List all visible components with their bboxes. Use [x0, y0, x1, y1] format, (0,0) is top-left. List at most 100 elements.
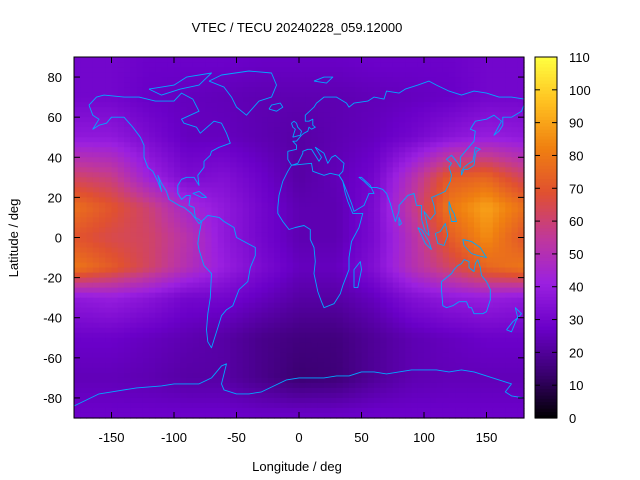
heatmap-cell [424, 397, 431, 404]
heatmap-cell [136, 362, 144, 369]
heatmap-cell [311, 92, 319, 98]
heatmap-cell [374, 287, 381, 294]
heatmap-cell [280, 362, 288, 369]
heatmap-cell [205, 122, 213, 128]
heatmap-cell [130, 272, 138, 279]
heatmap-cell [467, 227, 475, 234]
heatmap-cell [424, 197, 431, 203]
heatmap-cell [92, 367, 100, 374]
heatmap-cell [105, 292, 113, 299]
heatmap-cell [511, 337, 519, 344]
heatmap-cell [255, 87, 263, 93]
heatmap-cell [455, 207, 463, 214]
heatmap-cell [92, 397, 100, 404]
heatmap-cell [486, 97, 494, 103]
heatmap-cell [261, 377, 269, 384]
heatmap-cell [136, 132, 144, 138]
heatmap-cell [261, 157, 269, 163]
heatmap-cell [455, 172, 463, 178]
heatmap-cell [374, 122, 381, 128]
heatmap-cell [142, 202, 150, 209]
heatmap-cell [136, 127, 144, 133]
heatmap-cell [192, 377, 200, 384]
heatmap-cell [311, 272, 319, 279]
heatmap-cell [374, 352, 381, 359]
heatmap-cell [499, 282, 506, 289]
heatmap-cell [249, 377, 256, 384]
heatmap-cell [249, 237, 256, 244]
heatmap-cell [205, 147, 213, 153]
heatmap-cell [211, 322, 219, 329]
heatmap-cell [80, 122, 88, 128]
heatmap-cell [305, 107, 313, 113]
heatmap-cell [199, 267, 206, 274]
heatmap-cell [117, 142, 125, 148]
heatmap-cell [99, 137, 106, 143]
heatmap-cell [486, 137, 494, 143]
heatmap-cell [86, 202, 94, 209]
heatmap-cell [436, 352, 444, 359]
heatmap-cell [511, 67, 519, 73]
heatmap-cell [305, 177, 313, 183]
heatmap-cell [449, 197, 456, 203]
heatmap-cell [330, 62, 338, 68]
heatmap-cell [449, 62, 456, 68]
heatmap-cell [267, 157, 275, 163]
heatmap-cell [299, 317, 306, 324]
heatmap-cell [299, 297, 306, 304]
heatmap-cell [317, 137, 325, 143]
heatmap-cell [86, 342, 94, 349]
heatmap-cell [355, 227, 363, 234]
heatmap-cell [86, 207, 94, 214]
heatmap-cell [161, 87, 169, 93]
heatmap-cell [174, 342, 181, 349]
heatmap-cell [367, 212, 375, 219]
heatmap-cell [517, 207, 525, 214]
heatmap-cell [292, 207, 300, 214]
heatmap-cell [86, 317, 94, 324]
heatmap-cell [136, 332, 144, 339]
heatmap-cell [86, 387, 94, 394]
heatmap-cell [430, 337, 438, 344]
heatmap-cell [486, 382, 494, 389]
heatmap-cell [467, 282, 475, 289]
heatmap-cell [336, 67, 344, 73]
heatmap-cell [492, 347, 500, 354]
heatmap-cell [255, 97, 263, 103]
heatmap-cell [136, 182, 144, 188]
heatmap-cell [417, 182, 425, 188]
heatmap-cell [149, 317, 156, 324]
heatmap-cell [161, 72, 169, 78]
heatmap-cell [249, 132, 256, 138]
heatmap-cell [474, 342, 481, 349]
heatmap-cell [292, 387, 300, 394]
heatmap-cell [392, 367, 400, 374]
heatmap-cell [449, 342, 456, 349]
heatmap-cell [461, 107, 469, 113]
heatmap-cell [342, 282, 350, 289]
heatmap-cell [455, 177, 463, 183]
heatmap-cell [305, 147, 313, 153]
heatmap-cell [267, 242, 275, 249]
heatmap-cell [161, 252, 169, 259]
heatmap-cell [517, 177, 525, 183]
heatmap-cell [442, 92, 450, 98]
heatmap-cell [117, 237, 125, 244]
heatmap-cell [349, 397, 356, 404]
heatmap-cell [186, 167, 194, 173]
heatmap-cell [236, 207, 244, 214]
heatmap-cell [280, 347, 288, 354]
heatmap-cell [505, 87, 513, 93]
heatmap-cell [105, 257, 113, 264]
heatmap-cell [374, 277, 381, 284]
heatmap-cell [492, 232, 500, 239]
heatmap-cell [392, 272, 400, 279]
heatmap-cell [155, 312, 163, 319]
heatmap-cell [399, 382, 406, 389]
heatmap-cell [392, 387, 400, 394]
heatmap-cell [474, 182, 481, 188]
heatmap-cell [317, 87, 325, 93]
heatmap-cell [330, 282, 338, 289]
heatmap-cell [130, 212, 138, 219]
heatmap-cell [255, 377, 263, 384]
